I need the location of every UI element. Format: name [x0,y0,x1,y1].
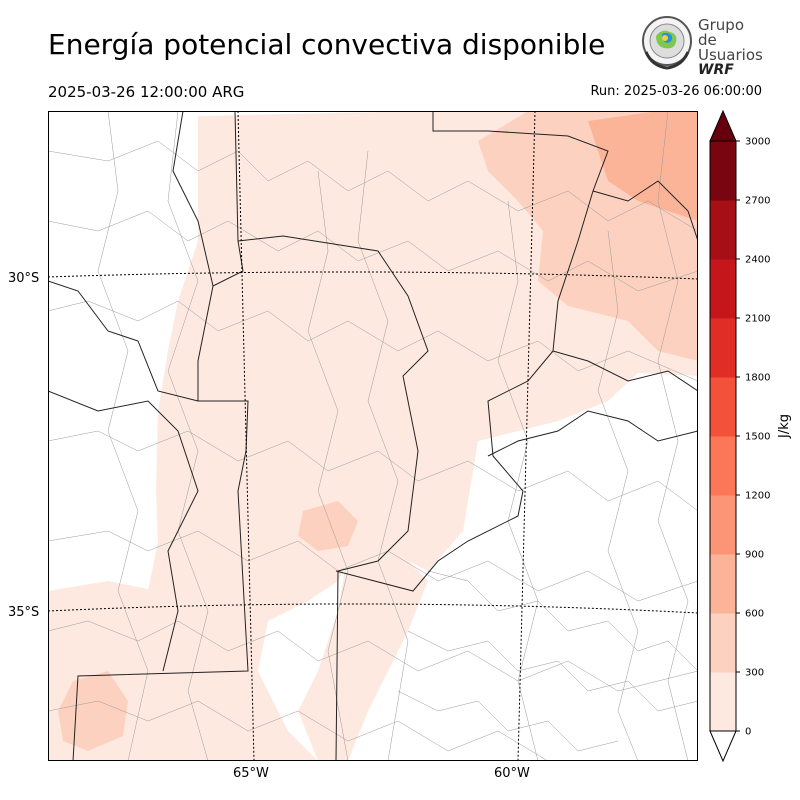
graticule [48,111,698,761]
colorbar-tick-label: 0 [745,727,751,738]
latitude-label-30s: 30°S [8,271,40,286]
cape-map [48,111,698,761]
colorbar-under-arrow [709,730,737,763]
cape-shading-low [48,111,698,751]
latitude-label-35s: 35°S [8,605,40,620]
colorbar-swatches [709,109,737,763]
colorbar-tick-label: 1200 [745,491,770,502]
colorbar-tick-label: 2100 [745,314,770,325]
logo-text: Grupo de Usuarios WRF [698,18,763,78]
colorbar-swatch [710,554,736,614]
colorbar: 0 300 600 900 1200 1500 1800 2100 2400 2700 3000 [709,109,770,763]
wrf-users-logo: Grupo de Usuarios WRF [638,14,763,78]
colorbar-swatch [710,436,736,496]
province-boundaries [48,111,698,761]
colorbar-tick-label: 2700 [745,196,770,207]
colorbar-tick-label: 1800 [745,373,770,384]
colorbar-tick-label: 900 [745,550,764,561]
run-time: Run: 2025-03-26 06:00:00 [590,84,762,99]
colorbar-tick-label: 3000 [745,137,770,148]
colorbar-ticks: 0 300 600 900 1200 1500 1800 2100 2400 2700 3000 [736,137,770,738]
latitude-30s-line [48,271,698,280]
colorbar-tick-label: 1500 [745,432,770,443]
colorbar-swatch [710,377,736,437]
colorbar-unit-label: J/kg [777,414,792,438]
colorbar-swatch [710,259,736,319]
colorbar-tick-label: 600 [745,609,764,620]
map-frame [48,111,698,761]
colorbar-swatch [710,200,736,260]
colorbar-swatch [710,495,736,555]
longitude-60w-line [517,111,536,761]
wrf-logo-emblem-icon [642,16,692,70]
colorbar-tick-label: 300 [745,668,764,679]
colorbar-swatch [710,613,736,673]
cape-shading-low-band [298,541,428,761]
cape-shading-mid-sw [58,671,128,751]
logo-line-3: WRF [698,62,734,78]
longitude-label-60w: 60°W [494,766,530,781]
colorbar-tick-label: 2400 [745,255,770,266]
longitude-label-65w: 65°W [233,766,269,781]
cape-shading-mid-blob [298,501,358,551]
colorbar-over-arrow [709,109,737,142]
map-title: Energía potencial convectiva disponible [48,28,606,61]
longitude-65w-line [237,111,255,761]
valid-time: 2025-03-26 12:00:00 ARG [48,83,245,101]
department-boundaries [48,111,698,761]
colorbar-swatch [710,672,736,732]
logo-line-2: Usuarios [698,46,763,64]
latitude-35s-line [48,603,698,614]
colorbar-swatch [710,318,736,378]
colorbar-swatch [710,141,736,201]
logo-line-1: Grupo de [698,16,744,49]
